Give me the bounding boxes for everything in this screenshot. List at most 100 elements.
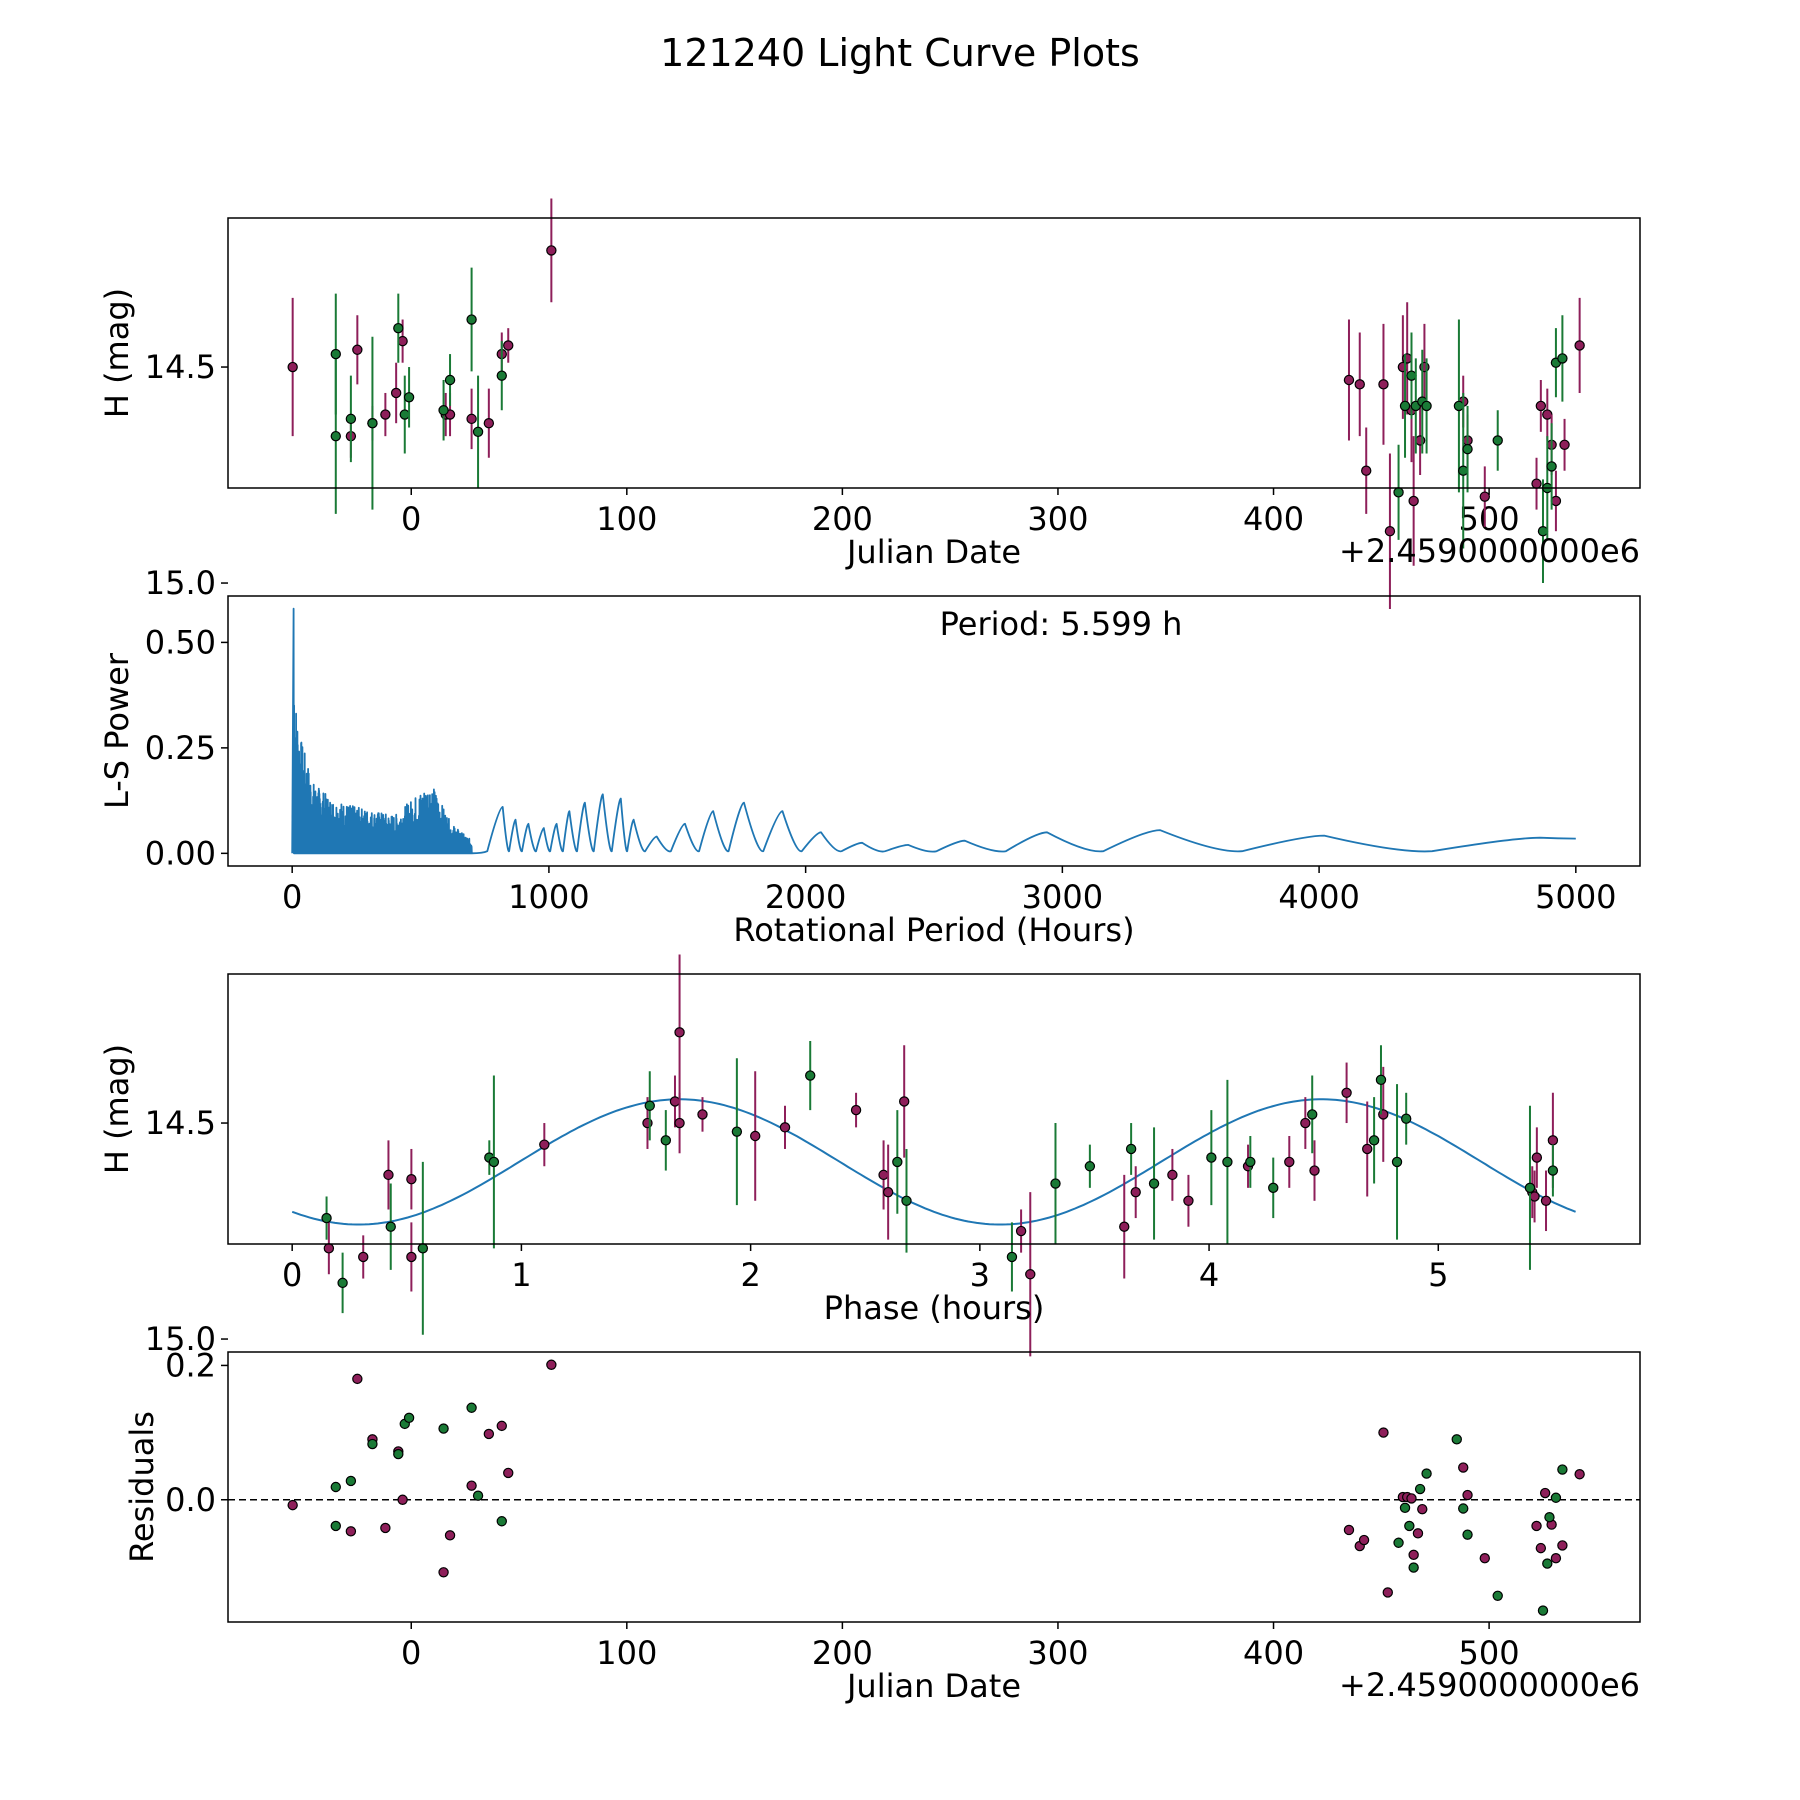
phased-xtick-label: 4 bbox=[1199, 1256, 1219, 1294]
phased-point bbox=[1015, 1225, 1027, 1237]
lightcurve-point bbox=[345, 413, 357, 425]
lightcurve-frame bbox=[227, 217, 1641, 489]
residuals-point bbox=[1574, 1469, 1585, 1480]
phased-point bbox=[892, 1156, 903, 1168]
lightcurve-ytick-label: 14.5 bbox=[145, 348, 216, 386]
phased-point bbox=[669, 1096, 681, 1107]
phased-point bbox=[406, 1251, 417, 1263]
phased-point bbox=[1529, 1191, 1540, 1202]
residuals-point bbox=[1458, 1462, 1469, 1473]
residuals-point bbox=[1458, 1503, 1469, 1514]
phased-ylabel: H (mag) bbox=[98, 1044, 136, 1174]
phased-point bbox=[323, 1243, 335, 1254]
phased-point bbox=[1540, 1195, 1552, 1207]
lightcurve-point bbox=[1458, 465, 1469, 476]
lightcurve-xtick-label: 200 bbox=[812, 500, 873, 538]
lightcurve-point bbox=[1574, 340, 1585, 351]
residuals-point bbox=[466, 1402, 477, 1413]
lightcurve-xtick-label: 100 bbox=[596, 500, 657, 538]
phased-point bbox=[337, 1277, 348, 1289]
lightcurve-ylabel: H (mag) bbox=[98, 288, 136, 418]
lightcurve-ytick-label: 15.0 bbox=[145, 564, 216, 602]
lightcurve-xlabel: Julian Date bbox=[845, 533, 1021, 571]
residuals-point bbox=[345, 1526, 357, 1537]
phased-point bbox=[1307, 1109, 1318, 1120]
lightcurve-point bbox=[1343, 374, 1355, 386]
phased-point bbox=[750, 1130, 761, 1142]
phased-point bbox=[1547, 1135, 1559, 1146]
residuals-point bbox=[546, 1359, 557, 1370]
lightcurve-point bbox=[1408, 495, 1419, 507]
lightcurve-point bbox=[330, 348, 341, 360]
phased-point bbox=[805, 1070, 816, 1081]
phased-point bbox=[1300, 1117, 1311, 1129]
lightcurve-panel: 0 100 200 300 400 500 15.0 14.5 Julian Date H (… bbox=[98, 198, 1641, 609]
residuals-point bbox=[444, 1530, 456, 1541]
residuals-point bbox=[345, 1475, 357, 1487]
phased-point bbox=[901, 1195, 912, 1207]
residuals-point bbox=[1479, 1552, 1490, 1564]
phased-point bbox=[1119, 1221, 1130, 1232]
residuals-point bbox=[1462, 1489, 1473, 1501]
phased-ytick-label: 15.0 bbox=[145, 1320, 216, 1358]
phased-ytick-label: 14.5 bbox=[145, 1104, 216, 1142]
residuals-point bbox=[380, 1522, 391, 1534]
phased-model-curve bbox=[291, 1098, 1576, 1226]
residuals-point bbox=[1393, 1537, 1404, 1548]
phased-point bbox=[539, 1139, 550, 1150]
residuals-point bbox=[1358, 1534, 1370, 1546]
phased-point bbox=[1125, 1143, 1137, 1155]
residuals-point bbox=[1462, 1529, 1473, 1540]
phased-point bbox=[1084, 1161, 1096, 1172]
periodogram-ytick-label: 0.25 bbox=[145, 729, 216, 767]
residuals-point bbox=[496, 1420, 507, 1432]
phased-xlabel: Phase (hours) bbox=[824, 1289, 1045, 1327]
phased-point bbox=[731, 1126, 743, 1137]
lightcurve-point bbox=[438, 405, 449, 416]
phased-point bbox=[1400, 1113, 1412, 1124]
residuals-point bbox=[352, 1373, 363, 1385]
lightcurve-point bbox=[1397, 361, 1409, 373]
lightcurve-point bbox=[1384, 526, 1396, 537]
periodogram-xtick-label: 4000 bbox=[1278, 878, 1359, 916]
residuals-xtick-label: 100 bbox=[596, 1634, 657, 1672]
phased-point bbox=[1368, 1135, 1380, 1146]
lightcurve-point bbox=[1393, 487, 1404, 498]
lightcurve-point bbox=[503, 340, 514, 351]
lightcurve-xtick-label: 400 bbox=[1243, 500, 1304, 538]
lightcurve-point bbox=[287, 361, 298, 373]
residuals-xtick-label: 400 bbox=[1243, 1634, 1304, 1672]
phased-point bbox=[674, 1117, 685, 1129]
lightcurve-point bbox=[397, 335, 408, 347]
lightcurve-offset-label: +2.4590000000e6 bbox=[1339, 532, 1640, 570]
phased-point bbox=[488, 1156, 500, 1168]
lightcurve-point bbox=[1550, 495, 1562, 507]
residuals-panel: 0 100 200 300 400 500 0.2 0.0 Julian Date Resid… bbox=[123, 1346, 1641, 1705]
residuals-point bbox=[1539, 1487, 1551, 1499]
residuals-xtick-label: 0 bbox=[401, 1634, 421, 1672]
residuals-point bbox=[1544, 1512, 1555, 1523]
residuals-point bbox=[1557, 1464, 1568, 1475]
phased-point bbox=[1148, 1178, 1160, 1189]
lightcurve-xtick-label: 500 bbox=[1459, 500, 1520, 538]
lightcurve-point bbox=[367, 418, 378, 429]
residuals-point bbox=[1406, 1493, 1417, 1504]
phased-point bbox=[1284, 1156, 1295, 1168]
lightcurve-point bbox=[1535, 400, 1547, 412]
residuals-point bbox=[1408, 1562, 1419, 1573]
phased-point bbox=[385, 1221, 396, 1232]
residuals-point bbox=[1557, 1540, 1568, 1551]
lightcurve-point bbox=[1531, 478, 1542, 489]
lightcurve-point bbox=[472, 426, 484, 438]
lightcurve-point bbox=[380, 409, 391, 420]
lightcurve-point bbox=[330, 430, 341, 442]
lightcurve-point bbox=[1361, 465, 1372, 476]
periodogram-ytick-label: 0.50 bbox=[145, 623, 216, 661]
residuals-point bbox=[1343, 1524, 1355, 1536]
residuals-point bbox=[1408, 1549, 1419, 1561]
phased-point bbox=[1362, 1143, 1373, 1155]
residuals-point bbox=[466, 1480, 477, 1491]
phased-point bbox=[1206, 1152, 1217, 1163]
periodogram-ylabel: L-S Power bbox=[98, 652, 136, 809]
